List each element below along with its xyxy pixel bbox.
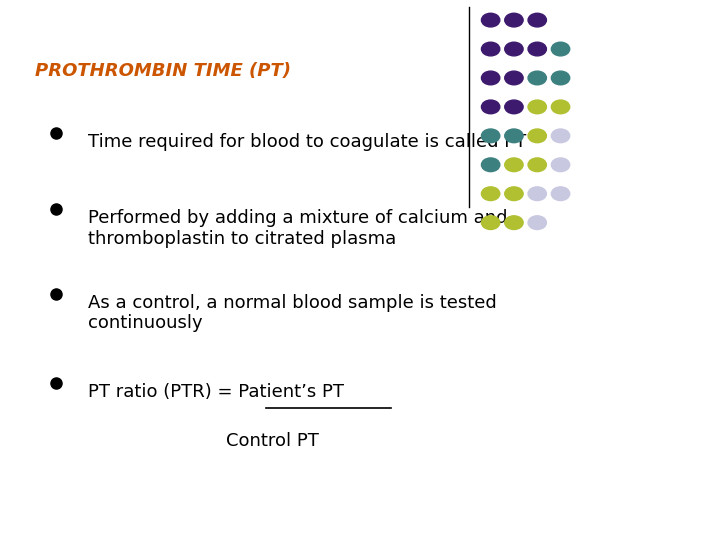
Circle shape <box>528 216 546 229</box>
Text: As a control, a normal blood sample is tested
continuously: As a control, a normal blood sample is t… <box>88 294 497 333</box>
Circle shape <box>505 100 523 114</box>
Circle shape <box>505 14 523 27</box>
Circle shape <box>505 187 523 200</box>
Circle shape <box>528 187 546 200</box>
Circle shape <box>552 42 570 56</box>
Circle shape <box>505 129 523 143</box>
Circle shape <box>482 187 500 200</box>
Circle shape <box>528 129 546 143</box>
Circle shape <box>552 129 570 143</box>
Circle shape <box>482 42 500 56</box>
Circle shape <box>482 14 500 27</box>
Circle shape <box>505 71 523 85</box>
Circle shape <box>505 42 523 56</box>
Circle shape <box>482 71 500 85</box>
Text: Time required for blood to coagulate is called PT: Time required for blood to coagulate is … <box>88 133 526 151</box>
Circle shape <box>552 100 570 114</box>
Circle shape <box>482 216 500 229</box>
Circle shape <box>552 187 570 200</box>
Circle shape <box>482 129 500 143</box>
Circle shape <box>528 42 546 56</box>
Circle shape <box>482 158 500 172</box>
Circle shape <box>505 158 523 172</box>
Circle shape <box>528 71 546 85</box>
Circle shape <box>552 158 570 172</box>
Circle shape <box>552 71 570 85</box>
Text: Performed by adding a mixture of calcium and
thromboplastin to citrated plasma: Performed by adding a mixture of calcium… <box>88 210 508 248</box>
Circle shape <box>505 216 523 229</box>
Circle shape <box>528 158 546 172</box>
Circle shape <box>482 100 500 114</box>
Circle shape <box>528 14 546 27</box>
Text: Control PT: Control PT <box>88 431 319 449</box>
Text: PROTHROMBIN TIME (PT): PROTHROMBIN TIME (PT) <box>35 62 291 80</box>
Text: PT ratio (PTR) = Patient’s PT: PT ratio (PTR) = Patient’s PT <box>88 383 344 401</box>
Circle shape <box>528 100 546 114</box>
